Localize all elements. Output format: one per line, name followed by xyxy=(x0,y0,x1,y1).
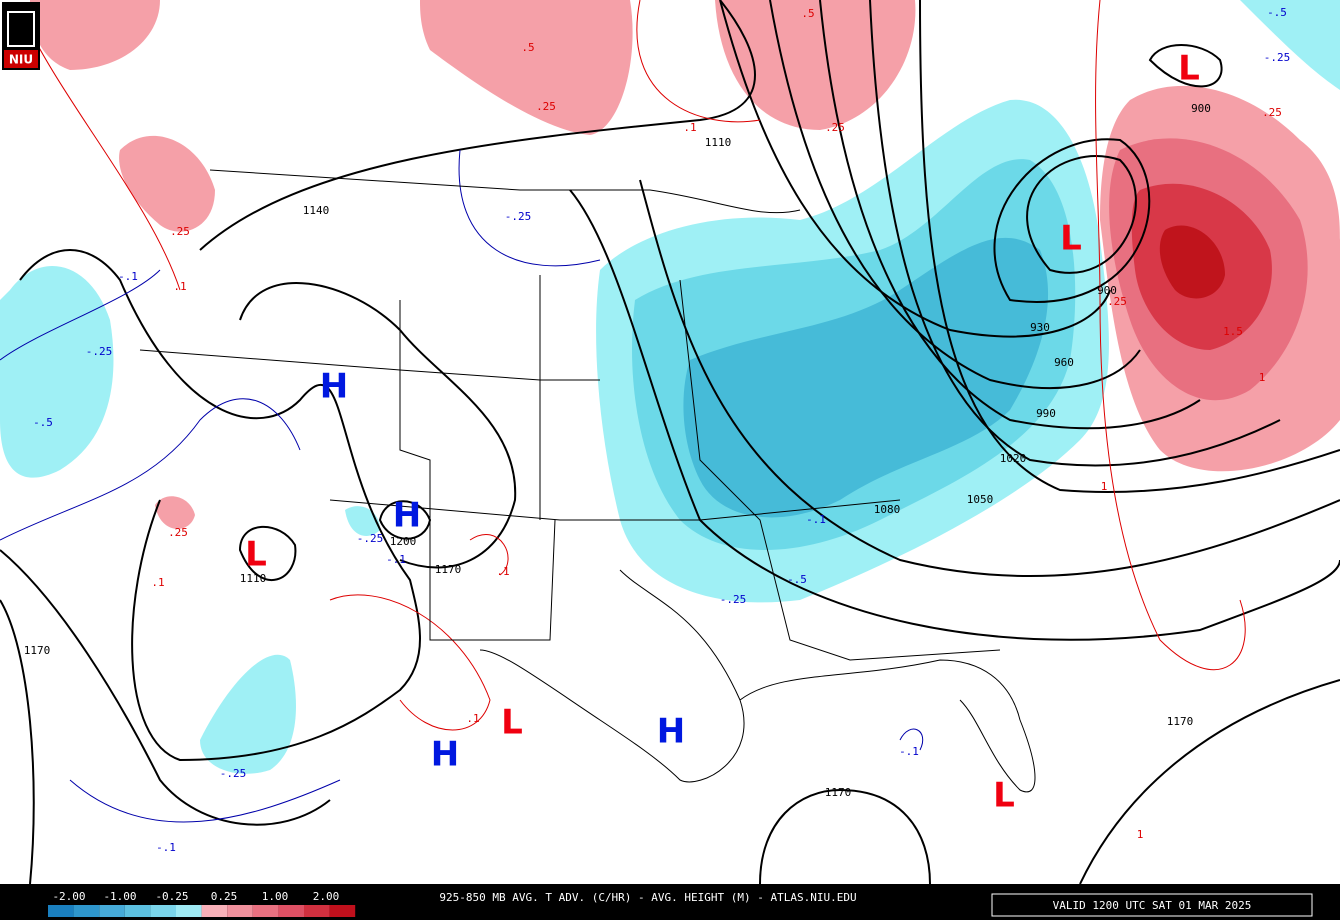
height-label: 1050 xyxy=(967,493,994,506)
colorbar: -2.00 -1.00 -0.25 0.25 1.00 2.00 xyxy=(48,890,356,917)
height-label: 960 xyxy=(1054,356,1074,369)
cold-advection-label: -.25 xyxy=(720,593,747,606)
low-center: L xyxy=(245,535,267,575)
logo-text: NIU xyxy=(9,53,33,67)
warm-advection-label: .25 xyxy=(1262,106,1282,119)
colorbar-swatch xyxy=(150,905,176,917)
warm-advection-label: .1 xyxy=(173,280,186,293)
warm-advection-areas xyxy=(30,0,1340,529)
colorbar-label: 1.00 xyxy=(262,890,289,903)
height-label: 1200 xyxy=(390,535,417,548)
height-label: 1110 xyxy=(240,572,267,585)
height-label: 1110 xyxy=(705,136,732,149)
warm-advection-label: .1 xyxy=(496,565,509,578)
height-label: 1170 xyxy=(825,786,852,799)
cold-advection-label: -.1 xyxy=(156,841,176,854)
warm-advection-label: .1 xyxy=(151,576,164,589)
low-center: L xyxy=(993,776,1015,816)
colorbar-label: 0.25 xyxy=(211,890,238,903)
cold-advection-label: -.25 xyxy=(1264,51,1291,64)
high-center: H xyxy=(393,496,421,536)
height-label: 930 xyxy=(1030,321,1050,334)
cold-advection-areas xyxy=(0,0,1340,774)
colorbar-swatch xyxy=(99,905,125,917)
height-label: 1170 xyxy=(24,644,51,657)
colorbar-swatch xyxy=(176,905,202,917)
height-label: 1080 xyxy=(874,503,901,516)
warm-advection-label: .25 xyxy=(168,526,188,539)
warm-advection-label: 1 xyxy=(1259,371,1266,384)
cold-advection-label: -.25 xyxy=(86,345,113,358)
high-center: H xyxy=(431,735,459,775)
warm-advection-label: .1 xyxy=(466,712,479,725)
colorbar-label: -2.00 xyxy=(52,890,85,903)
warm-advection-label: .5 xyxy=(521,41,534,54)
height-label: 1140 xyxy=(303,204,330,217)
cold-advection-label: -.25 xyxy=(505,210,532,223)
colorbar-swatch xyxy=(48,905,74,917)
colorbar-swatch xyxy=(201,905,228,917)
warm-advection-label: .25 xyxy=(825,121,845,134)
cold-advection-label: -.25 xyxy=(220,767,247,780)
height-label: 900 xyxy=(1191,102,1211,115)
cold-advection-label: -.1 xyxy=(386,553,406,566)
valid-box xyxy=(991,893,1313,917)
footer-title: 925-850 MB AVG. T ADV. (C/HR) - AVG. HEI… xyxy=(439,891,856,904)
colorbar-swatch xyxy=(329,905,356,917)
height-label: 990 xyxy=(1036,407,1056,420)
low-center: L xyxy=(1060,219,1082,259)
warm-advection-label: .5 xyxy=(801,7,814,20)
valid-time: VALID 1200 UTC SAT 01 MAR 2025 xyxy=(1053,899,1252,912)
low-center: L xyxy=(501,703,523,743)
logo: NIU xyxy=(2,2,40,70)
colorbar-swatch xyxy=(73,905,100,917)
cold-advection-label: -.1 xyxy=(118,270,138,283)
height-label: 900 xyxy=(1097,284,1117,297)
cold-advection-label: -.5 xyxy=(33,416,53,429)
high-center: H xyxy=(320,367,348,407)
colorbar-label: -1.00 xyxy=(103,890,136,903)
height-contours xyxy=(0,0,1340,885)
colorbar-swatch xyxy=(227,905,253,917)
warm-advection-label: .25 xyxy=(170,225,190,238)
high-center: H xyxy=(657,712,685,752)
height-label: 1170 xyxy=(1167,715,1194,728)
warm-advection-label: 1.5 xyxy=(1223,325,1243,338)
borders xyxy=(139,169,1036,793)
cold-advection-label: -.1 xyxy=(899,745,919,758)
cold-advection-label: -.25 xyxy=(357,532,384,545)
cold-advection-label: -.1 xyxy=(806,513,826,526)
height-label: 1170 xyxy=(435,563,462,576)
cold-advection-label: -.5 xyxy=(1267,6,1287,19)
colorbar-swatch xyxy=(252,905,279,917)
warm-advection-label: 1 xyxy=(1101,480,1108,493)
warm-advection-label: 1 xyxy=(1137,828,1144,841)
colorbar-label: 2.00 xyxy=(313,890,340,903)
cold-advection-label: -.5 xyxy=(787,573,807,586)
colorbar-swatch xyxy=(304,905,330,917)
colorbar-swatch xyxy=(124,905,151,917)
colorbar-swatch xyxy=(278,905,304,917)
map-labels: 1110 1140 1110 1200 1170 1170 900 900 930 960 990 1… xyxy=(24,6,1291,854)
height-label: 1020 xyxy=(1000,452,1027,465)
warm-advection-label: .1 xyxy=(683,121,696,134)
low-center: L xyxy=(1178,49,1200,89)
warm-advection-label: .25 xyxy=(536,100,556,113)
colorbar-label: -0.25 xyxy=(155,890,188,903)
warm-advection-label: .25 xyxy=(1107,295,1127,308)
